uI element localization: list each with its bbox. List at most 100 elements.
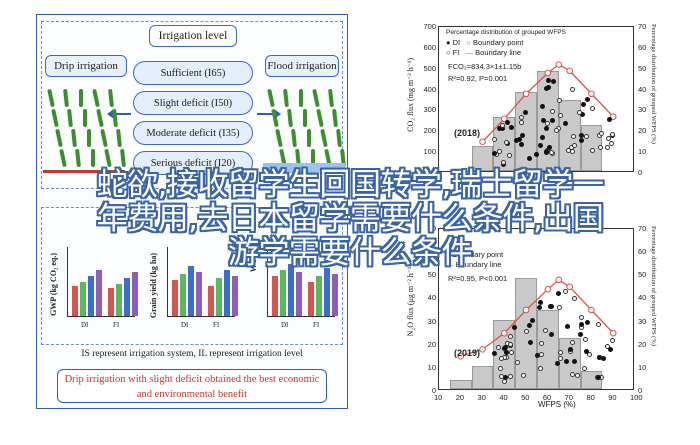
data-point xyxy=(595,375,601,381)
bar xyxy=(172,280,178,316)
plant-icon xyxy=(47,88,55,108)
y-tick-label: 400 xyxy=(423,84,436,94)
results-section xyxy=(41,207,343,345)
data-point xyxy=(544,85,550,91)
data-point xyxy=(507,342,513,348)
co2-legend: Percentage distribution of grouped WFPS … xyxy=(446,28,566,58)
plant-icon xyxy=(283,88,289,108)
data-point xyxy=(550,79,556,85)
plant-icon xyxy=(51,108,59,128)
data-point xyxy=(601,355,607,361)
data-point xyxy=(491,137,497,143)
plant-icon xyxy=(63,88,69,108)
data-point xyxy=(501,346,507,352)
n2o-y2-axis-title: Percentage distribution of grouped WFPS … xyxy=(650,226,657,346)
data-point xyxy=(540,104,546,110)
data-point xyxy=(605,145,611,151)
data-point xyxy=(608,141,614,147)
data-point xyxy=(498,355,504,361)
data-point xyxy=(569,340,575,346)
data-point xyxy=(556,290,562,296)
x-tick-label: 80 xyxy=(586,393,595,402)
data-point xyxy=(548,303,554,309)
data-point xyxy=(590,106,596,112)
bar xyxy=(208,286,214,316)
yield-x-fi: FI xyxy=(213,321,220,329)
data-point xyxy=(492,351,498,357)
plant-icon xyxy=(267,88,275,108)
data-point xyxy=(585,97,591,103)
legend-hist: Percentage distribution of grouped WFPS xyxy=(446,29,566,36)
x-tick-label: 50 xyxy=(521,393,530,402)
data-point xyxy=(549,149,555,155)
level-serious-deficit: Serious deficit (I20) xyxy=(133,151,253,175)
data-point xyxy=(527,156,533,162)
data-point xyxy=(579,132,585,138)
data-point xyxy=(574,372,580,378)
bar xyxy=(308,282,314,316)
y-tick-label: 0 xyxy=(431,386,436,395)
legend-fi-label: FI xyxy=(452,48,460,57)
plant-icon xyxy=(91,149,95,167)
irrigation-level-title: Irrigation level xyxy=(149,25,237,47)
plant-icon xyxy=(291,128,297,148)
n2o-plot-area: 0 10 20 30 40 50 60 70 0 10 20 30 40 50 60 70 10 20 30 40 50… xyxy=(428,224,647,402)
yield-x-di: DI xyxy=(181,321,189,329)
n2o-r2: R²=0.95, P<0.001 xyxy=(448,274,508,283)
x-tick-label: 100 xyxy=(630,393,643,402)
data-point xyxy=(554,361,560,367)
data-point xyxy=(565,147,571,153)
data-point xyxy=(507,153,513,159)
gwp-x-fi: FI xyxy=(113,321,120,329)
x-tick-label: 90 xyxy=(608,393,617,402)
plant-icon xyxy=(312,88,320,108)
drip-irrigation-label: Drip irrigation xyxy=(45,55,127,77)
co2-y2-axis-title: Percentage distribution of grouped WFPS … xyxy=(650,24,657,144)
data-point xyxy=(580,102,586,108)
level-sufficient: Sufficient (I65) xyxy=(133,61,253,85)
legend-bl2-label: Boundary line xyxy=(455,260,502,269)
bar xyxy=(188,266,194,316)
gwp-chart: GWP (kg CO₂ eq.) DI FI xyxy=(49,227,138,335)
data-point xyxy=(513,137,519,143)
y-tick-label: 20 xyxy=(427,339,436,349)
bar xyxy=(324,268,330,316)
bar xyxy=(124,278,130,316)
boundary-line xyxy=(457,276,617,360)
y-tick-label: 700 xyxy=(423,22,436,31)
flood-irrigation-label: Flood irrigation xyxy=(265,55,339,77)
plant-icon xyxy=(100,128,108,148)
bar xyxy=(116,284,122,316)
data-point xyxy=(578,332,584,338)
legend-di: ● DI ○ Boundary point xyxy=(446,38,524,47)
data-point xyxy=(557,356,563,362)
histogram-bar xyxy=(471,365,494,389)
conclusion-box: Drip irrigation with slight deficit obta… xyxy=(57,369,327,403)
boundary-point xyxy=(501,329,508,337)
bar xyxy=(224,270,230,316)
legend-bp2: ○ Boundary point xyxy=(446,250,504,259)
overlay-line-3: 游学需要什么条件 xyxy=(228,235,473,271)
yield-chart: Grain yield (kg ha) DI FI xyxy=(149,227,238,335)
y2-tick-label: 40 xyxy=(638,293,647,303)
data-point xyxy=(523,110,529,116)
y-tick-label: 30 xyxy=(427,316,436,326)
plant-icon xyxy=(108,88,114,108)
data-point xyxy=(516,137,522,143)
data-point xyxy=(598,145,604,151)
data-point xyxy=(498,373,504,379)
data-point xyxy=(583,133,589,139)
co2-y-axis-title: CO₂ flux (mg m⁻² h⁻¹) xyxy=(406,58,415,132)
data-point xyxy=(596,322,602,328)
data-point xyxy=(581,366,587,372)
legend-bl2: — Boundary line xyxy=(446,260,502,269)
plant-icon xyxy=(275,128,283,148)
data-point xyxy=(519,119,525,125)
boundary-point xyxy=(522,90,530,98)
data-point xyxy=(495,345,501,350)
data-point xyxy=(563,121,569,127)
y2-tick-label: 10 xyxy=(638,362,647,372)
bar xyxy=(72,286,78,316)
plant-icon xyxy=(67,108,73,128)
boundary-point xyxy=(588,90,595,98)
